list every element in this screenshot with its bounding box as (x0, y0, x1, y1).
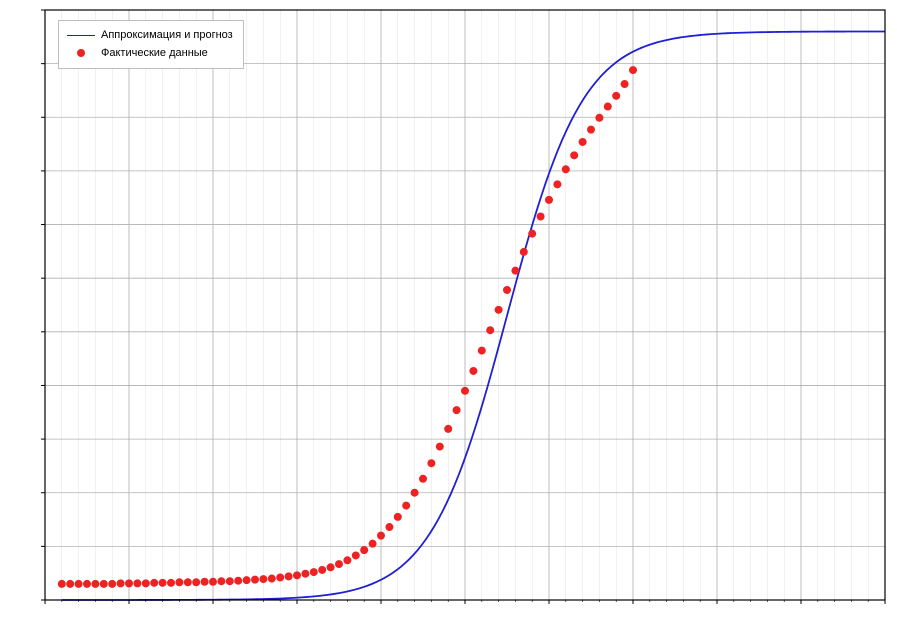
legend-line-label: Аппроксимация и прогноз (101, 27, 233, 45)
legend-dot-swatch-wrap (67, 49, 95, 57)
legend-item-scatter: Фактические данные (67, 45, 233, 63)
chart-container: Аппроксимация и прогноз Фактические данн… (0, 0, 897, 643)
chart-svg (0, 0, 897, 643)
legend-scatter-label: Фактические данные (101, 45, 208, 63)
legend-line-swatch (67, 35, 95, 36)
legend-item-line: Аппроксимация и прогноз (67, 27, 233, 45)
legend: Аппроксимация и прогноз Фактические данн… (58, 20, 244, 69)
legend-dot-swatch (77, 49, 85, 57)
